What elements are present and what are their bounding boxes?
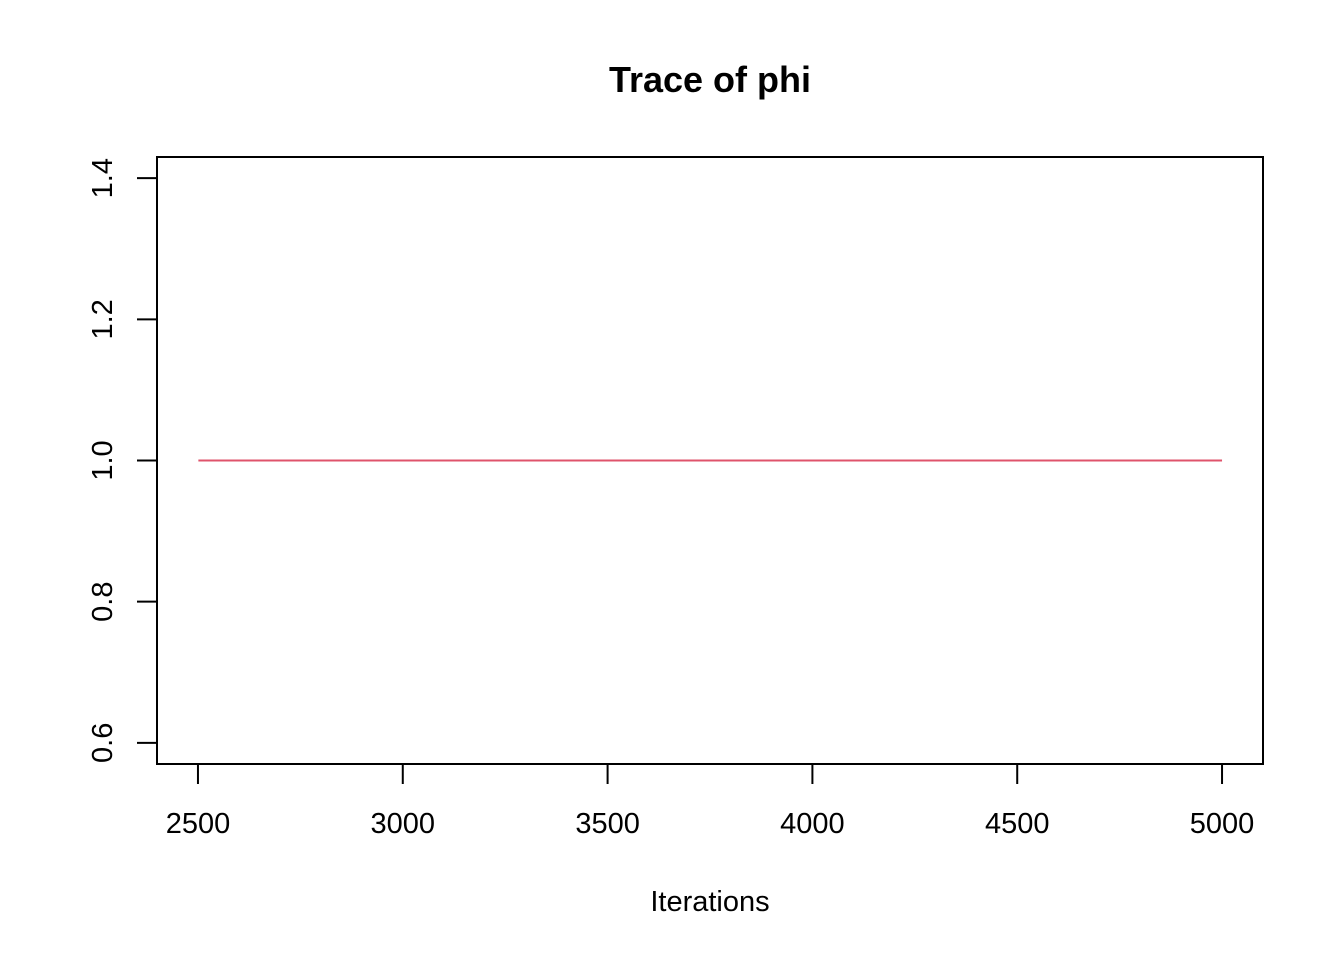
x-tick-label: 4500 bbox=[985, 808, 1050, 840]
x-axis-label: Iterations bbox=[650, 886, 769, 918]
y-tick-label: 1.4 bbox=[87, 158, 119, 198]
y-tick-label: 0.8 bbox=[87, 581, 119, 621]
y-tick-label: 1.2 bbox=[87, 299, 119, 339]
x-tick-label: 4000 bbox=[780, 808, 845, 840]
x-axis: 2500 3000 3500 4000 4500 5000 bbox=[166, 763, 1255, 840]
y-axis: 0.6 0.8 1.0 1.2 1.4 bbox=[87, 158, 158, 763]
x-tick-label: 3500 bbox=[575, 808, 640, 840]
y-tick-label: 1.0 bbox=[87, 440, 119, 480]
chart-title: Trace of phi bbox=[609, 59, 811, 100]
x-tick-label: 2500 bbox=[166, 808, 231, 840]
x-tick-label: 5000 bbox=[1190, 808, 1255, 840]
y-tick-label: 0.6 bbox=[87, 723, 119, 763]
x-tick-label: 3000 bbox=[371, 808, 436, 840]
